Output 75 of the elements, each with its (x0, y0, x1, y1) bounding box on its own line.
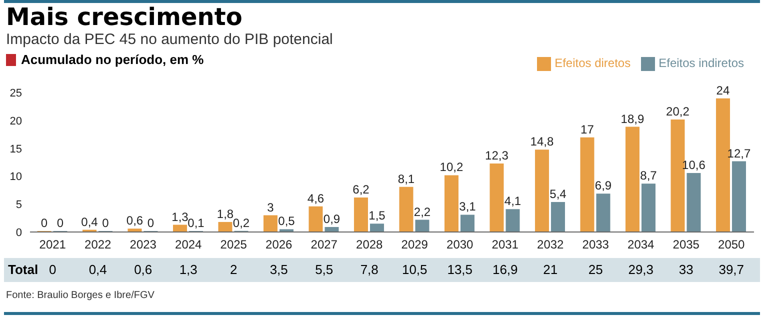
data-label: 0 (40, 216, 48, 230)
data-label: 20,2 (666, 104, 690, 119)
text: 13,5 (446, 262, 474, 277)
data-label: 17 (580, 122, 594, 136)
chart-title: Mais crescimento (6, 3, 244, 31)
text: 10,5 (400, 262, 428, 277)
x-tick-label: 2027 (310, 238, 338, 252)
x-tick-label: 2028 (356, 238, 384, 252)
text: 7,8 (359, 262, 380, 277)
data-label: 4,1 (504, 194, 522, 208)
chart-subtitle: Impacto da PEC 45 no aumento do PIB potencial (6, 31, 334, 48)
text: 21 (542, 262, 559, 277)
data-label: 0 (147, 216, 154, 230)
text: 29,3 (627, 262, 655, 277)
data-label: 2,2 (414, 204, 431, 219)
data-label: 8,7 (640, 168, 658, 183)
data-label: 3,1 (459, 200, 476, 214)
x-tick-label: 2026 (266, 238, 293, 252)
data-label: 0,5 (278, 214, 296, 228)
x-tick-label: 2021 (39, 238, 66, 252)
data-label: 6,2 (352, 182, 370, 196)
y-axis-title: Acumulado no período, em % (21, 52, 204, 67)
data-label: 0,9 (323, 212, 340, 226)
x-tick-label: 2024 (175, 238, 202, 252)
data-label: 4,6 (307, 191, 324, 206)
x-tick-label: 2029 (401, 238, 428, 252)
data-label: 6,9 (594, 178, 612, 193)
x-tick-label: 2033 (582, 238, 610, 252)
data-label: 5,4 (550, 186, 567, 201)
data-label: 0,1 (188, 216, 205, 230)
x-tick-label: 2031 (492, 238, 519, 252)
x-tick-label: 2050 (718, 238, 746, 252)
data-label: 0 (102, 216, 110, 230)
text: Total (8, 262, 38, 277)
text: 1,3 (178, 262, 198, 277)
data-label: 24 (716, 83, 730, 98)
data-label: 3 (267, 200, 274, 214)
x-tick-label: 2030 (446, 238, 474, 252)
y-tick-label: 25 (10, 88, 22, 100)
text: 5,5 (314, 262, 334, 277)
data-label: 1,5 (368, 208, 386, 223)
legend-label: Efeitos indiretos (658, 56, 744, 70)
text: 0 (49, 262, 56, 277)
x-tick-label: 2022 (84, 238, 112, 252)
x-tick-label: 2035 (672, 238, 700, 252)
text: 33 (678, 262, 694, 277)
x-tick-label: 2025 (220, 238, 248, 252)
text: 2 (229, 262, 238, 277)
data-label: 1,3 (172, 210, 189, 224)
data-label: 12,3 (485, 148, 509, 163)
y-tick-label: 0 (16, 226, 22, 239)
data-label: 8,1 (398, 172, 415, 186)
x-tick-label: 2032 (537, 238, 564, 252)
source-note: Fonte: Braulio Borges e Ibre/FGV (6, 290, 154, 301)
data-label: 0 (56, 216, 64, 230)
data-label: 10,2 (440, 160, 464, 174)
y-tick-label: 10 (10, 171, 22, 184)
y-tick-label: 20 (10, 116, 22, 128)
x-tick-label: 2034 (628, 238, 655, 252)
data-label: 14,8 (530, 134, 554, 149)
data-label: 18,9 (620, 112, 644, 126)
legend-label: Efeitos diretos (554, 56, 631, 70)
data-label: 0,4 (81, 214, 98, 229)
y-tick-label: 5 (16, 199, 22, 212)
text: 39,7 (718, 262, 746, 277)
text: 0,4 (88, 262, 108, 277)
data-label: 0,2 (232, 216, 250, 230)
data-label: 1,8 (216, 206, 234, 221)
text: 3,5 (268, 262, 289, 277)
data-label: 0,6 (126, 214, 144, 228)
x-tick-label: 2023 (130, 238, 157, 252)
text: 0,6 (133, 262, 154, 277)
text: 16,9 (491, 262, 519, 277)
y-tick-label: 15 (10, 143, 22, 156)
text: 25 (587, 262, 604, 277)
